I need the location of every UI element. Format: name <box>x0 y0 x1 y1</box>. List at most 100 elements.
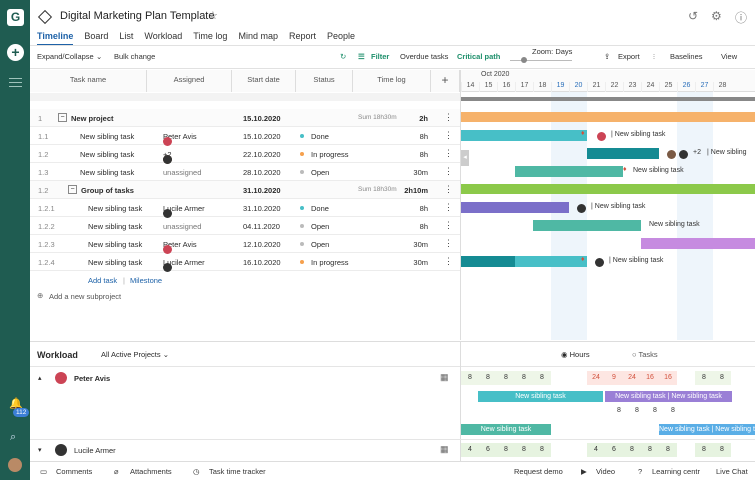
timer-icon[interactable]: ◷ <box>193 467 200 476</box>
task-name[interactable]: New sibling task <box>80 168 135 177</box>
row-menu-icon[interactable]: ⋮ <box>444 184 453 194</box>
row-menu-icon[interactable]: ⋮ <box>444 112 453 122</box>
baselines-button[interactable]: Baselines <box>670 52 703 61</box>
time-tracker-button[interactable]: Task time tracker <box>209 467 266 476</box>
workload-hours-cell[interactable]: 16 <box>659 371 677 385</box>
status-label[interactable]: In progress <box>311 150 349 159</box>
learning-center-link[interactable]: Learning centr <box>652 467 700 476</box>
zoom-slider-handle[interactable] <box>521 57 527 63</box>
assignee[interactable]: unassigned <box>163 168 201 177</box>
start-date[interactable]: 12.10.2020 <box>243 240 281 249</box>
row-menu-icon[interactable]: ⋮ <box>444 130 453 140</box>
gantt-bar-1-2-4[interactable] <box>515 256 587 267</box>
comments-button[interactable]: Comments <box>56 467 93 476</box>
col-task-name[interactable]: Task name <box>30 70 147 92</box>
task-name[interactable]: New sibling task <box>80 132 135 141</box>
row-menu-icon[interactable]: ⋮ <box>444 220 453 230</box>
info-icon[interactable]: ⓘ <box>735 11 748 25</box>
row-menu-icon[interactable]: ⋮ <box>444 238 453 248</box>
user-avatar[interactable] <box>8 458 22 472</box>
time-log-value[interactable]: 30m <box>413 168 428 177</box>
filter-icon[interactable]: ☰ <box>358 52 365 61</box>
assignee[interactable]: Peter Avis <box>163 240 197 254</box>
col-status[interactable]: Status <box>296 70 353 92</box>
attachments-icon[interactable]: ⌀ <box>114 467 119 476</box>
gantt-bar-1-2-2[interactable] <box>533 220 641 231</box>
assignee[interactable]: Lucile Armer <box>163 258 205 272</box>
tab-list[interactable]: List <box>119 31 134 41</box>
task-name[interactable]: New sibling task <box>80 150 135 159</box>
gantt-bar-1-1[interactable] <box>461 130 587 141</box>
tab-people[interactable]: People <box>326 31 356 41</box>
gantt-bar-1-2-1[interactable] <box>461 202 569 213</box>
export-button[interactable]: Export <box>618 52 640 61</box>
time-log-value[interactable]: 30m <box>413 258 428 267</box>
calendar-icon[interactable]: ▦ <box>440 372 449 382</box>
history-icon[interactable]: ↺ <box>688 9 699 23</box>
gantt-bar-1-2-4-done[interactable] <box>461 256 515 267</box>
gantt-bar-group[interactable] <box>461 184 755 194</box>
assignee[interactable]: Lucile Armer <box>163 204 205 218</box>
tab-mind-map[interactable]: Mind map <box>238 31 278 41</box>
workload-filter[interactable]: All Active Projects ⌄ <box>101 350 169 359</box>
gantt-bar-new-project[interactable] <box>461 112 755 122</box>
workload-hours-cell[interactable]: 8 <box>479 371 497 385</box>
start-date[interactable]: 15.10.2020 <box>243 132 281 141</box>
row-menu-icon[interactable]: ⋮ <box>444 202 453 212</box>
time-log-value[interactable]: 8h <box>419 222 428 231</box>
live-chat-link[interactable]: Live Chat <box>716 467 748 476</box>
start-date[interactable]: 15.10.2020 <box>243 114 281 123</box>
workload-hours-cell[interactable]: 9 <box>605 371 623 385</box>
workload-hours-cell[interactable]: 16 <box>641 371 659 385</box>
start-date[interactable]: 31.10.2020 <box>243 204 281 213</box>
tab-workload[interactable]: Workload <box>144 31 183 41</box>
add-subproject-icon[interactable]: ⊕ <box>37 291 44 300</box>
tab-timeline[interactable]: Timeline <box>37 31 74 46</box>
baselines-icon[interactable]: ⫶ <box>653 52 655 61</box>
bell-icon[interactable]: 🔔 <box>9 398 23 410</box>
comments-icon[interactable]: ▭ <box>40 467 48 476</box>
task-row[interactable]: 1.2.1 New sibling task Lucile Armer 31.10.2… <box>30 199 460 218</box>
time-log-value[interactable]: 2h <box>419 114 428 123</box>
collapse-icon[interactable]: ▴ <box>38 375 42 382</box>
video-icon[interactable]: ▶ <box>581 467 587 476</box>
gantt-bar-1-2[interactable] <box>587 148 659 159</box>
filter-button[interactable]: Filter <box>371 52 390 61</box>
start-date[interactable]: 31.10.2020 <box>243 186 281 195</box>
time-log-value[interactable]: 30m <box>413 240 428 249</box>
task-row[interactable]: 1.1 New sibling task Peter Avis 15.10.2020 D… <box>30 127 460 146</box>
row-menu-icon[interactable]: ⋮ <box>444 148 453 158</box>
start-date[interactable]: 16.10.2020 <box>243 258 281 267</box>
app-logo[interactable]: G <box>7 9 24 26</box>
attachments-button[interactable]: Attachments <box>130 467 172 476</box>
scroll-left-handle[interactable]: ◂ <box>461 150 469 166</box>
export-icon[interactable]: ⇪ <box>604 52 611 61</box>
start-date[interactable]: 22.10.2020 <box>243 150 281 159</box>
time-log-value[interactable]: 8h <box>419 132 428 141</box>
workload-bar[interactable]: New sibling task | New sibling task <box>605 391 732 402</box>
workload-hours-cell[interactable]: 8 <box>623 443 641 457</box>
collapse-toggle-icon[interactable]: − <box>68 185 77 194</box>
workload-hours-cell[interactable]: 8 <box>515 371 533 385</box>
workload-hours-cell[interactable]: 8 <box>497 371 515 385</box>
workload-hours-cell[interactable]: 4 <box>461 443 479 457</box>
workload-hours-cell[interactable]: 6 <box>605 443 623 457</box>
col-start-date[interactable]: Start date <box>232 70 296 92</box>
workload-hours-cell[interactable]: 24 <box>623 371 641 385</box>
task-name[interactable]: New sibling task <box>88 204 143 213</box>
time-log-value[interactable]: 2h10m <box>404 186 428 195</box>
status-label[interactable]: Done <box>311 132 329 141</box>
gantt-bar-1-2-3[interactable] <box>641 238 755 249</box>
workload-hours-cell[interactable]: 4 <box>587 443 605 457</box>
task-name[interactable]: New sibling task <box>88 222 143 231</box>
add-new-icon[interactable]: + <box>7 44 24 61</box>
workload-hours-cell[interactable]: 8 <box>641 443 659 457</box>
tasks-radio[interactable]: ○ Tasks <box>632 350 658 359</box>
menu-icon[interactable] <box>9 78 22 87</box>
help-icon[interactable]: ? <box>638 467 643 476</box>
calendar-icon[interactable]: ▦ <box>440 444 449 454</box>
task-row[interactable]: 1.2 New sibling task +2 22.10.2020 In progre… <box>30 145 460 164</box>
task-row[interactable]: 1 − New project 15.10.2020 Sum 18h30m 2h ⋮ <box>30 109 460 127</box>
video-link[interactable]: Video <box>596 467 616 476</box>
workload-hours-cell[interactable]: 8 <box>713 371 731 385</box>
